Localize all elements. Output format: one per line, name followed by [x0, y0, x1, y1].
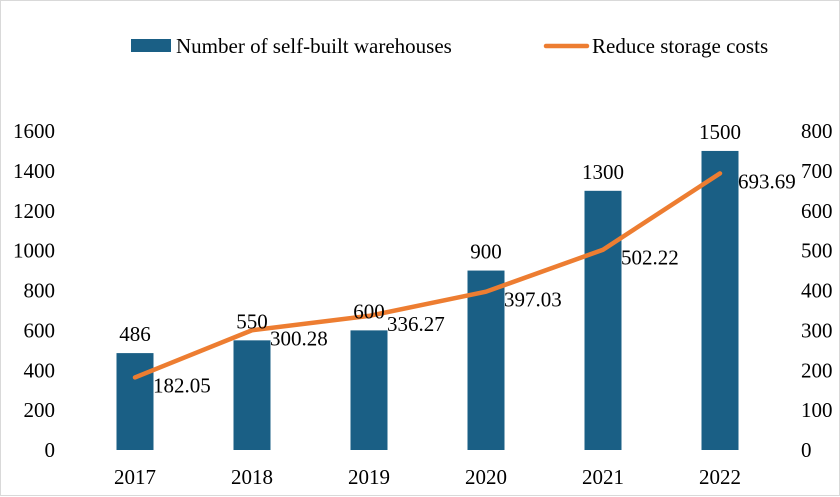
- line-label-2019: 336.27: [387, 312, 445, 336]
- x-axis-tick-2021: 2021: [582, 465, 624, 489]
- bar-2020: [467, 270, 505, 450]
- line-label-2021: 502.22: [621, 246, 679, 270]
- line-label-2018: 300.28: [270, 326, 328, 350]
- x-axis: 2017 2018 2019 2020 2021 2022: [114, 465, 741, 489]
- bar-label-2021: 1300: [582, 160, 624, 184]
- left-axis-tick-400: 400: [24, 358, 56, 382]
- line-labels: 182.05 300.28 336.27 397.03 502.22 693.69: [153, 169, 796, 397]
- bar-labels: 486 550 600 900 1300 1500: [119, 120, 741, 346]
- x-axis-tick-2018: 2018: [231, 465, 273, 489]
- left-axis-tick-800: 800: [24, 279, 56, 303]
- bar-label-2022: 1500: [699, 120, 741, 144]
- bar-2022: [701, 150, 739, 450]
- right-axis-tick-0: 0: [801, 438, 812, 462]
- right-axis-tick-600: 600: [801, 199, 833, 223]
- x-axis-tick-2020: 2020: [465, 465, 507, 489]
- x-axis-tick-2022: 2022: [699, 465, 741, 489]
- line-series: [132, 171, 723, 380]
- bar-label-2019: 600: [353, 299, 385, 323]
- bar-2019: [350, 330, 388, 450]
- right-axis-tick-800: 800: [801, 119, 833, 143]
- storage-cost-line: [132, 171, 723, 380]
- right-axis-tick-200: 200: [801, 358, 833, 382]
- left-axis-tick-0: 0: [45, 438, 56, 462]
- legend: Number of self-built warehouses Reduce s…: [131, 34, 768, 58]
- bar-label-2017: 486: [119, 322, 151, 346]
- right-axis-tick-500: 500: [801, 239, 833, 263]
- left-axis: 0 200 400 600 800 1000 1200 1400 1600: [13, 119, 55, 462]
- right-axis: 0 100 200 300 400 500 600 700 800: [801, 119, 833, 462]
- bar-2017: [116, 353, 154, 450]
- legend-bar-swatch: [131, 39, 171, 52]
- right-axis-tick-300: 300: [801, 318, 833, 342]
- line-label-2020: 397.03: [504, 288, 562, 312]
- x-axis-tick-2019: 2019: [348, 465, 390, 489]
- left-axis-tick-1600: 1600: [13, 119, 55, 143]
- left-axis-tick-600: 600: [24, 318, 56, 342]
- bar-2018: [233, 340, 271, 450]
- left-axis-tick-1000: 1000: [13, 239, 55, 263]
- right-axis-tick-700: 700: [801, 159, 833, 183]
- line-label-2017: 182.05: [153, 373, 211, 397]
- bar-label-2018: 550: [236, 309, 268, 333]
- bar-2021: [584, 190, 622, 450]
- right-axis-tick-100: 100: [801, 398, 833, 422]
- legend-label-warehouses: Number of self-built warehouses: [176, 34, 452, 58]
- x-axis-tick-2017: 2017: [114, 465, 156, 489]
- right-axis-tick-400: 400: [801, 279, 833, 303]
- bar-label-2020: 900: [470, 240, 502, 264]
- bar-series: [116, 150, 739, 450]
- legend-label-storage-costs: Reduce storage costs: [592, 34, 768, 58]
- left-axis-tick-200: 200: [24, 398, 56, 422]
- left-axis-tick-1400: 1400: [13, 159, 55, 183]
- line-label-2022: 693.69: [738, 169, 796, 193]
- left-axis-tick-1200: 1200: [13, 199, 55, 223]
